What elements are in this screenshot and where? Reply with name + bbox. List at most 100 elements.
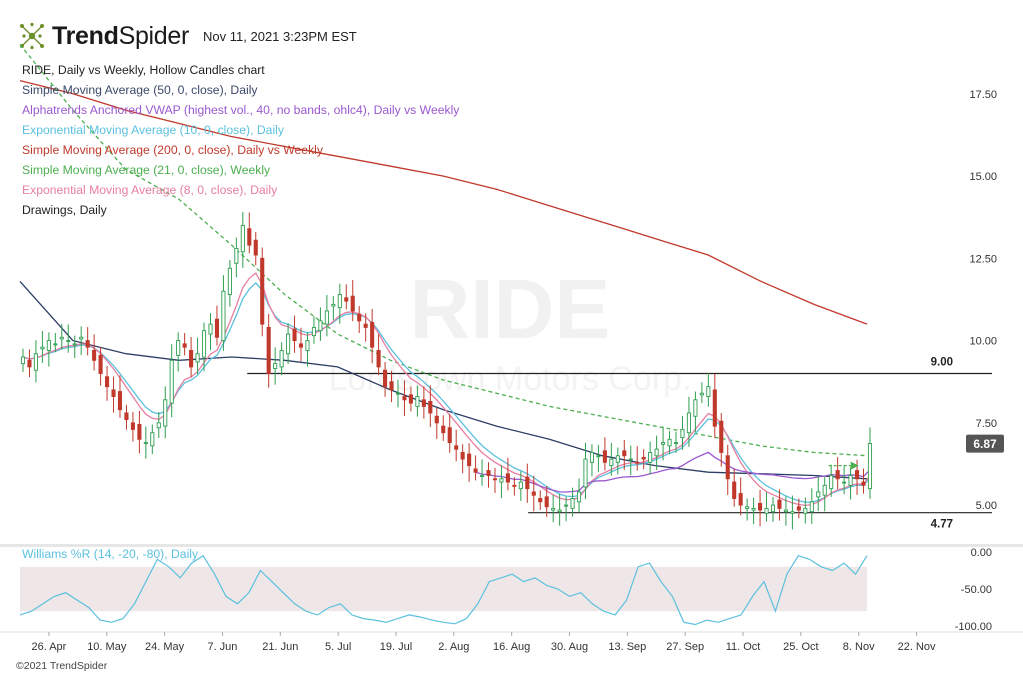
candle-body — [92, 350, 97, 361]
y-tick-label: 12.50 — [969, 253, 997, 265]
candle-body — [661, 442, 666, 445]
legend-item[interactable]: Exponential Moving Average (10, 0, close… — [22, 123, 284, 137]
candle-body — [641, 456, 646, 460]
x-tick-label: 2. Aug — [438, 641, 469, 653]
candle-body — [143, 442, 148, 445]
candle-body — [370, 322, 375, 348]
candle-body — [150, 432, 155, 447]
candle-body — [376, 350, 381, 368]
x-tick-label: 22. Nov — [898, 641, 936, 653]
williams-r-label: Williams %R (14, -20, -80), Daily — [22, 547, 199, 561]
candle-body — [441, 425, 446, 434]
candle-body — [602, 450, 607, 463]
candle-body — [105, 376, 110, 388]
candle-body — [615, 455, 620, 463]
candle-body — [208, 323, 213, 335]
candle-body — [273, 363, 278, 369]
brand-name: TrendSpider — [52, 21, 190, 50]
candle-body — [454, 445, 459, 450]
candle-body — [706, 386, 711, 397]
candle-body — [576, 491, 582, 503]
candle-body — [738, 493, 743, 506]
williams-line — [19, 554, 868, 626]
candle-body — [551, 507, 556, 511]
candle-body — [492, 478, 498, 481]
x-tick-label: 8. Nov — [843, 641, 875, 653]
candle-body — [505, 473, 510, 483]
candle-body — [292, 328, 297, 342]
candle-body — [648, 452, 653, 463]
candle-body — [130, 422, 135, 430]
legend-item[interactable]: Exponential Moving Average (8, 0, close)… — [22, 183, 278, 197]
y-tick-label: 15.00 — [969, 171, 997, 183]
candle-body — [816, 491, 821, 498]
candle-body — [98, 354, 103, 374]
candle-body — [201, 330, 207, 358]
legend-item[interactable]: Drawings, Daily — [22, 203, 107, 217]
series-line-2 — [19, 44, 868, 457]
candle-body — [829, 475, 834, 490]
legend-item[interactable]: Simple Moving Average (50, 0, close), Da… — [22, 83, 258, 97]
candle-body — [434, 415, 439, 424]
candle-body — [622, 450, 627, 457]
candle-body — [318, 320, 323, 332]
watermark-company: Lordstown Motors Corp. — [329, 360, 692, 398]
trendspider-logo-icon — [20, 22, 44, 50]
candle-body — [686, 412, 691, 434]
williams-tick-label: -100.00 — [955, 621, 992, 633]
candle-body — [822, 484, 827, 496]
candle-body — [531, 491, 536, 496]
candle-body — [195, 353, 200, 363]
candle-body — [609, 458, 614, 467]
candle-body — [596, 455, 601, 458]
candle-body — [247, 228, 252, 246]
candle-body — [460, 452, 465, 460]
candle-body — [383, 369, 388, 388]
candle-body — [253, 239, 258, 256]
candle-body — [842, 481, 847, 484]
candle-body — [421, 399, 426, 407]
series-line-1 — [19, 79, 868, 325]
candle-body — [137, 424, 142, 440]
y-tick-label: 5.00 — [976, 500, 997, 512]
candle-body — [260, 257, 265, 325]
candle-body — [835, 470, 840, 480]
candle-body — [712, 389, 717, 427]
candle-body — [53, 343, 58, 346]
projection-arrow-icon — [850, 461, 859, 470]
y-tick-label: 17.50 — [969, 89, 997, 101]
candles — [20, 211, 873, 530]
candle-body — [486, 470, 491, 476]
candle-body — [33, 353, 38, 371]
candle-body — [848, 475, 853, 486]
x-tick-label: 13. Sep — [608, 641, 646, 653]
candle-body — [447, 427, 452, 444]
candle-body — [408, 394, 413, 404]
legend-item[interactable]: RIDE, Daily vs Weekly, Hollow Candles ch… — [22, 63, 265, 77]
candle-body — [809, 501, 814, 513]
williams-tick-label: -50.00 — [961, 584, 992, 596]
legend-item[interactable]: Simple Moving Average (21, 0, close), We… — [22, 163, 271, 177]
candle-body — [156, 422, 161, 429]
candle-body — [286, 333, 291, 355]
candle-body — [221, 290, 226, 342]
vwap-line — [475, 451, 871, 493]
legend-item[interactable]: Simple Moving Average (200, 0, close), D… — [22, 143, 323, 157]
x-tick-label: 26. Apr — [31, 641, 66, 653]
candle-body — [234, 248, 239, 264]
current-price-label: 6.87 — [973, 437, 997, 451]
legend-item[interactable]: Alphatrends Anchored VWAP (highest vol.,… — [22, 103, 460, 117]
candle-body — [266, 326, 271, 374]
x-tick-label: 21. Jun — [262, 641, 298, 653]
candle-body — [764, 507, 769, 514]
indicator-legend: RIDE, Daily vs Weekly, Hollow Candles ch… — [22, 60, 459, 220]
candle-body — [538, 498, 543, 503]
candle-body — [635, 461, 640, 464]
candle-body — [667, 438, 672, 447]
candle-body — [169, 359, 174, 404]
candle-body — [699, 392, 704, 396]
candle-body — [214, 318, 220, 338]
candle-body — [467, 453, 472, 467]
candle-body — [544, 496, 549, 508]
